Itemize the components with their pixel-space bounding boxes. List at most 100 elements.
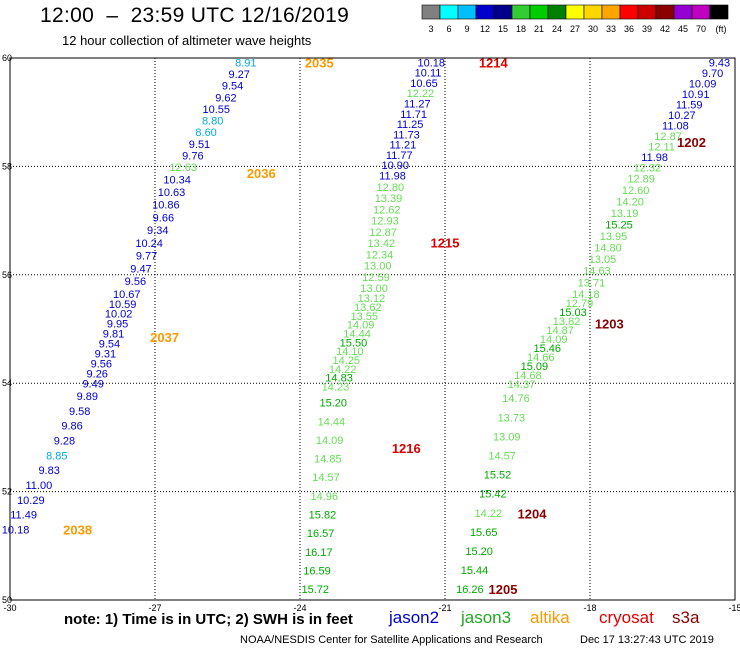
wave-height-value: 10.02 (105, 309, 133, 321)
wave-height-value: 13.62 (354, 302, 382, 314)
wave-height-value: 9.43 (709, 57, 730, 69)
wave-height-value: 14.25 (332, 355, 360, 367)
scale-label: 9 (464, 24, 469, 34)
page-subtitle: 12 hour collection of altimeter wave hei… (62, 33, 312, 48)
wave-height-value: 12.87 (369, 227, 397, 239)
plot-frame (9, 57, 736, 601)
wave-height-value: 14.44 (343, 328, 371, 340)
x-tick-label: -15 (728, 603, 740, 613)
pass-time-label: 1214 (479, 55, 509, 70)
wave-height-value: 9.31 (95, 349, 116, 361)
wave-height-value: 15.50 (340, 337, 368, 349)
wave-height-value: 15.46 (533, 343, 561, 355)
wave-height-value: 14.63 (583, 266, 611, 278)
wave-height-value: 12.80 (377, 182, 405, 194)
wave-height-value: 10.90 (381, 160, 409, 172)
scale-label: 45 (678, 24, 688, 34)
wave-height-value: 9.76 (182, 150, 203, 162)
wave-height-value: 15.20 (465, 546, 493, 558)
scale-swatch (709, 4, 729, 20)
pass-time-label: 1216 (392, 441, 421, 456)
scale-label: 27 (570, 24, 580, 34)
wave-height-value: 9.28 (54, 436, 75, 448)
wave-height-value: 13.71 (578, 277, 606, 289)
wave-height-value: 9.89 (77, 391, 98, 403)
color-scale-legend: 3 6 9 12 15 18 21 24 27 30 33 36 39 42 45 70 (ft) (421, 4, 729, 34)
wave-height-value: 9.54 (99, 339, 120, 351)
wave-height-value: 14.76 (502, 393, 530, 405)
wave-height-value: 11.71 (400, 109, 427, 121)
wave-height-value: 9.81 (103, 329, 124, 341)
wave-height-value: 10.59 (109, 299, 137, 311)
wave-height-value: 14.22 (329, 364, 357, 376)
wave-height-value: 8.91 (235, 57, 256, 69)
pass-time-label: 1203 (595, 317, 624, 332)
wave-height-value: 15.09 (521, 361, 549, 373)
wave-height-value: 12.34 (366, 249, 394, 261)
legend-altika: altika (530, 608, 570, 627)
pass-time-label: 1202 (677, 135, 706, 150)
wave-height-value: 9.77 (136, 251, 157, 263)
pass-time-label: 1215 (431, 235, 460, 250)
wave-height-value: 16.57 (307, 528, 335, 540)
wave-height-value: 12.32 (634, 163, 662, 175)
wave-height-value: 14.44 (318, 416, 346, 428)
y-tick-label: 50 (2, 595, 12, 605)
wave-height-value: 9.62 (215, 92, 236, 104)
pass-time-label: 2036 (247, 166, 276, 181)
x-tick-label: -21 (438, 603, 451, 613)
x-tick-label: -27 (148, 603, 161, 613)
scale-label: 42 (660, 24, 670, 34)
wave-height-value: 13.95 (600, 231, 628, 243)
wave-height-value: 8.85 (46, 450, 67, 462)
y-tick-label: 60 (2, 53, 12, 63)
wave-height-value: 10.09 (689, 78, 717, 90)
wave-height-value: 12.89 (627, 174, 655, 186)
wave-height-value: 13.73 (498, 412, 526, 424)
wave-height-value: 9.70 (702, 68, 723, 80)
wave-height-value: 11.08 (662, 121, 689, 133)
scale-label: 6 (446, 24, 451, 34)
wave-height-value: 14.68 (514, 370, 542, 382)
wave-height-value: 10.18 (2, 525, 30, 537)
wave-height-value: 9.66 (153, 212, 174, 224)
wave-height-value: 15.52 (484, 470, 512, 482)
wave-height-value: 12.11 (648, 142, 675, 154)
wave-height-value: 13.39 (375, 193, 403, 205)
wave-height-value: 15.03 (559, 307, 587, 319)
page-title: 12:00 – 23:59 UTC 12/16/2019 (40, 4, 350, 27)
wave-height-value: 15.25 (605, 220, 633, 232)
wave-height-value: 12.79 (566, 298, 594, 310)
wave-height-value: 14.85 (314, 454, 342, 466)
credit-line: NOAA/NESDIS Center for Satellite Applica… (240, 634, 543, 646)
scale-label: (ft) (716, 24, 727, 34)
wave-height-value: 13.55 (350, 311, 378, 323)
wave-height-value: 14.87 (546, 325, 574, 337)
wave-height-value: 11.77 (386, 150, 413, 162)
footer-note: note: 1) Time is in UTC; 2) SWH is in fe… (64, 611, 353, 628)
pass-time-label: 2035 (305, 55, 334, 70)
scale-label: 15 (498, 24, 508, 34)
wave-height-value: 15.20 (319, 398, 347, 410)
wave-height-value: 14.10 (336, 346, 364, 358)
wave-height-value: 9.56 (91, 359, 112, 371)
wave-height-value: 10.67 (113, 289, 141, 301)
wave-height-value: 10.24 (135, 238, 163, 250)
wave-height-value: 11.73 (393, 129, 420, 141)
wave-height-value: 9.51 (189, 139, 210, 151)
wave-height-value: 13.09 (493, 431, 521, 443)
scale-label: 33 (606, 24, 616, 34)
wave-height-value: 8.60 (195, 127, 216, 139)
wave-height-value: 15.44 (461, 565, 489, 577)
legend-cryosat: cryosat (599, 608, 654, 627)
wave-height-value: 10.11 (415, 68, 442, 80)
wave-height-value: 13.19 (611, 208, 639, 220)
wave-height-value: 11.59 (676, 99, 703, 111)
wave-height-value: 14.96 (310, 491, 338, 503)
wave-height-value: 14.57 (312, 472, 340, 484)
wave-height-value: 9.58 (69, 406, 90, 418)
wave-height-value: 9.83 (38, 465, 59, 477)
legend-jason3: jason3 (461, 608, 512, 627)
wave-height-value: 13.12 (358, 293, 386, 305)
